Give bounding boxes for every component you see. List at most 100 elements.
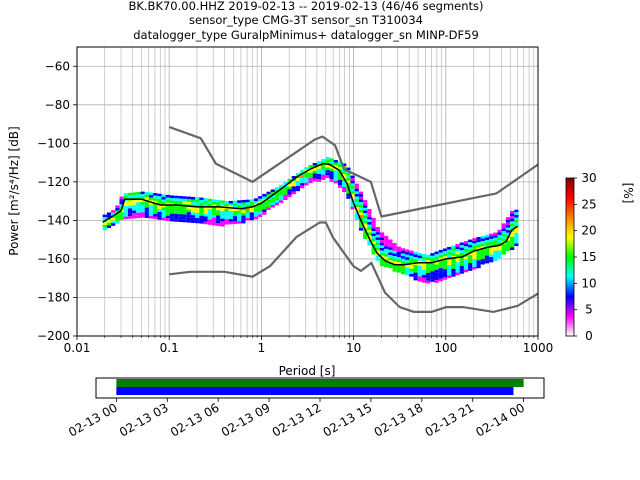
heatmap-cell — [241, 200, 246, 203]
heatmap-cell — [363, 233, 368, 237]
heatmap-cell — [316, 176, 322, 180]
heatmap-cell — [153, 198, 158, 201]
heatmap-cell — [136, 207, 141, 211]
heatmap-cell — [186, 196, 191, 200]
heatmap-cell — [493, 250, 498, 254]
heatmap-cell — [337, 174, 343, 178]
heatmap-cell — [501, 246, 506, 250]
heatmap-cell — [333, 180, 338, 184]
heatmap-cell — [249, 217, 254, 221]
heatmap-cell — [148, 210, 154, 214]
heatmap-cell — [132, 200, 137, 203]
heatmap-cell — [438, 270, 443, 274]
heatmap-cell — [510, 221, 515, 224]
heatmap-cell — [392, 256, 397, 259]
heatmap-cell — [379, 245, 385, 248]
x-tick-label: 100 — [434, 341, 457, 355]
y-tick-label: −100 — [37, 136, 70, 150]
heatmap-cell — [421, 280, 427, 283]
heatmap-cell — [371, 251, 376, 255]
heatmap-cell — [312, 173, 317, 176]
heatmap-cell — [325, 157, 330, 160]
heatmap-cell — [111, 212, 116, 216]
heatmap-cell — [447, 259, 452, 263]
heatmap-cell — [505, 225, 511, 228]
heatmap-cell — [295, 173, 301, 176]
heatmap-cell — [161, 215, 166, 218]
heatmap-cell — [379, 250, 385, 254]
heatmap-cell — [430, 268, 435, 272]
heatmap-cell — [463, 256, 469, 260]
heatmap-cell — [505, 232, 511, 236]
heatmap-cell — [430, 258, 435, 261]
heatmap-cell — [127, 203, 133, 206]
heatmap-cell — [514, 243, 519, 247]
heatmap-cell — [195, 199, 200, 203]
heatmap-cell — [463, 269, 469, 273]
heatmap-cell — [182, 196, 187, 199]
heatmap-cell — [316, 166, 322, 169]
heatmap-cell — [455, 270, 460, 273]
heatmap-cell — [388, 262, 393, 266]
heatmap-cell — [220, 223, 225, 227]
heatmap-cell — [396, 249, 401, 252]
heatmap-cell — [199, 202, 204, 206]
heatmap-cell — [447, 246, 452, 250]
heatmap-cell — [153, 203, 158, 207]
heatmap-cell — [350, 191, 355, 194]
heatmap-cell — [451, 274, 456, 277]
heatmap-cell — [497, 240, 502, 243]
heatmap-cell — [413, 257, 418, 260]
heatmap-cell — [388, 249, 393, 253]
heatmap-cell — [426, 254, 431, 258]
heatmap-cell — [283, 189, 288, 193]
heatmap-cell — [384, 264, 389, 268]
heatmap-cell — [388, 242, 393, 245]
heatmap-cell — [262, 204, 267, 207]
heatmap-cell — [216, 218, 221, 221]
heatmap-cell — [165, 197, 170, 201]
heatmap-cell — [384, 256, 389, 260]
heatmap-cell — [442, 253, 448, 257]
heatmap-cell — [195, 207, 200, 211]
heatmap-cell — [106, 212, 112, 215]
heatmap-cell — [434, 256, 439, 260]
heatmap-cell — [325, 167, 330, 171]
heatmap-cell — [199, 208, 204, 211]
heatmap-cell — [321, 169, 326, 173]
heatmap-cell — [153, 206, 158, 209]
heatmap-cell — [426, 280, 431, 284]
heatmap-cell — [308, 175, 313, 178]
heatmap-cell — [241, 215, 246, 219]
heatmap-cell — [140, 212, 145, 215]
heatmap-cell — [174, 195, 179, 199]
heatmap-cell — [127, 200, 133, 204]
heatmap-cell — [287, 178, 292, 182]
heatmap-cell — [232, 200, 238, 204]
heatmap-cell — [358, 225, 364, 228]
heatmap-cell — [358, 215, 364, 218]
heatmap-cell — [505, 240, 511, 244]
heatmap-cell — [505, 222, 511, 225]
heatmap-cell — [300, 175, 305, 178]
heatmap-cell — [354, 196, 359, 200]
heatmap-cell — [182, 217, 187, 220]
heatmap-cell — [354, 199, 359, 202]
heatmap-cell — [476, 239, 481, 243]
heatmap-cell — [489, 244, 494, 247]
heatmap-cell — [442, 277, 448, 280]
heatmap-cell — [140, 196, 145, 200]
heatmap-cell — [510, 247, 515, 250]
heatmap-cell — [291, 181, 296, 184]
y-axis-ticks: −200 −180 −160 −140 −120 −100 −80 −60 — [37, 59, 77, 343]
heatmap-cell — [459, 263, 464, 266]
colorbar-tick-label: 20 — [581, 224, 596, 238]
heatmap-cell — [123, 203, 128, 207]
heatmap-cell — [333, 175, 338, 179]
heatmap-cell — [216, 212, 221, 216]
heatmap-cell — [174, 219, 179, 222]
heatmap-cell — [413, 272, 418, 276]
title-line-1: BK.BK70.00.HHZ 2019-02-13 -- 2019-02-13 … — [128, 0, 483, 13]
heatmap-cell — [346, 196, 351, 199]
heatmap-cell — [409, 253, 414, 256]
